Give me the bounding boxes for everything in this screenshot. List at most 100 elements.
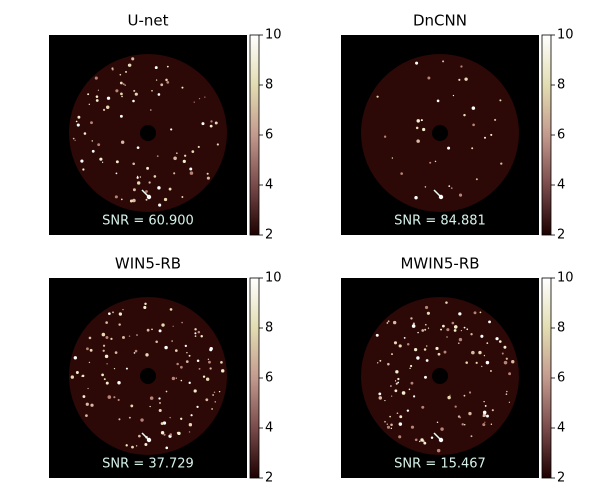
speckle (398, 344, 402, 348)
speckle (458, 312, 462, 316)
speckle (390, 423, 393, 427)
speckle (193, 389, 197, 393)
speckle (427, 327, 430, 329)
speckle (410, 364, 413, 368)
speckle (130, 404, 134, 408)
speckle (180, 417, 183, 420)
speckle (464, 77, 468, 81)
speckle (103, 378, 106, 381)
speckle (188, 381, 191, 385)
speckle (72, 137, 75, 140)
speckle (132, 198, 136, 203)
speckle (448, 185, 451, 187)
speckle (378, 396, 383, 400)
speckle (149, 396, 154, 400)
colorbar-tick-label: 10 (265, 271, 282, 286)
speckle (442, 60, 445, 63)
speckle (375, 333, 379, 337)
speckle (145, 190, 148, 193)
speckle (115, 172, 118, 175)
speckle (400, 172, 403, 175)
speckle (161, 323, 165, 327)
speckle (166, 81, 170, 84)
speckle (125, 444, 128, 447)
speckle (211, 408, 213, 410)
snr-annotation: SNR = 60.900 (102, 214, 194, 229)
speckle (449, 394, 451, 396)
speckle (144, 443, 148, 447)
speckle (95, 95, 99, 98)
speckle (101, 332, 106, 337)
speckle (114, 195, 118, 199)
speckle (160, 422, 164, 425)
colorbar-tick-label: 4 (557, 421, 565, 436)
snr-annotation: SNR = 37.729 (102, 457, 194, 472)
speckle (99, 157, 103, 161)
panel: DnCNN SNR = 84.881 2 4 6 8 10 (341, 12, 574, 243)
speckle (136, 176, 139, 179)
arrow (141, 189, 149, 197)
speckle (121, 95, 123, 98)
speckle (160, 431, 165, 435)
speckle (210, 120, 213, 123)
speckle (75, 371, 79, 374)
speckle (463, 113, 466, 117)
speckle (177, 431, 181, 436)
panel-title: MWIN5-RB (400, 255, 479, 273)
speckle (508, 401, 511, 403)
speckle (139, 176, 142, 178)
speckle (74, 139, 76, 142)
colorbar-tick-label: 8 (265, 321, 273, 336)
speckle (165, 390, 168, 393)
speckle (503, 345, 507, 349)
speckle (424, 305, 429, 310)
speckle (132, 99, 135, 103)
speckle (82, 395, 86, 398)
speckle (148, 181, 151, 184)
speckle (173, 172, 176, 175)
speckle (198, 97, 201, 100)
speckle (102, 108, 106, 112)
speckle (168, 187, 172, 191)
speckle (174, 349, 178, 352)
speckle (105, 381, 109, 385)
speckle (470, 333, 473, 336)
speckle (420, 119, 423, 122)
speckle (479, 311, 482, 314)
speckle (394, 389, 398, 393)
speckle (386, 425, 391, 429)
speckle (107, 395, 112, 399)
speckle (206, 176, 210, 180)
speckle (411, 324, 416, 328)
center-hole (140, 368, 156, 384)
speckle (90, 121, 93, 125)
speckle (88, 103, 91, 106)
speckle (417, 331, 419, 334)
speckle (499, 99, 502, 102)
speckle (416, 139, 420, 143)
speckle (189, 167, 193, 171)
speckle (475, 361, 478, 364)
speckle (501, 352, 504, 355)
speckle (105, 336, 109, 339)
speckle (170, 128, 173, 131)
speckle (500, 162, 503, 165)
speckle (134, 349, 138, 353)
speckle (172, 325, 174, 327)
speckle (117, 398, 120, 402)
speckle (484, 136, 486, 139)
speckle (129, 199, 133, 203)
speckle (387, 320, 390, 323)
speckle (193, 101, 195, 103)
speckle (393, 341, 398, 345)
speckle (184, 344, 187, 348)
speckle (202, 375, 206, 378)
speckle (209, 124, 213, 128)
speckle (505, 357, 508, 360)
target (438, 194, 444, 200)
speckle (397, 377, 400, 381)
speckle (115, 89, 119, 93)
speckle (80, 159, 84, 163)
speckle (490, 423, 493, 425)
speckle (125, 367, 128, 370)
